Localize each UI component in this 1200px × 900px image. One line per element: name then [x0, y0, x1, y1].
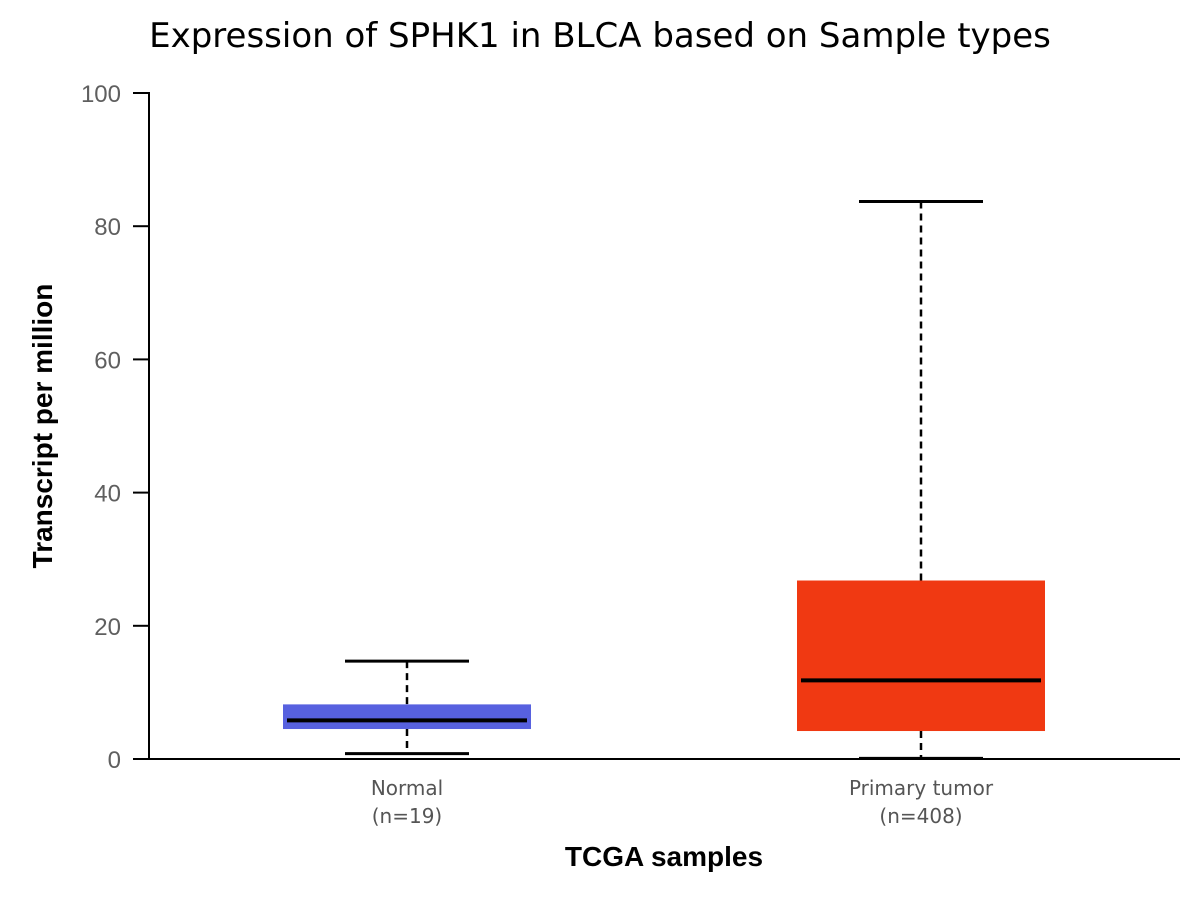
y-tick-label: 60	[94, 347, 121, 374]
boxes	[283, 200, 1045, 760]
x-category-count: (n=408)	[879, 804, 962, 828]
y-tick-label: 0	[108, 747, 121, 774]
y-tick-label: 100	[81, 81, 121, 108]
y-tick-label: 80	[94, 214, 121, 241]
x-category-count: (n=19)	[372, 804, 443, 828]
y-tick-label: 40	[94, 481, 121, 508]
x-axis-label: TCGA samples	[565, 841, 763, 872]
box-iqr	[283, 704, 531, 730]
box-primary-tumor	[797, 200, 1045, 760]
x-category-name: Primary tumor	[849, 776, 994, 800]
x-category-name: Normal	[371, 776, 443, 800]
x-category-labels: Normal (n=19) Primary tumor (n=408)	[371, 776, 994, 828]
chart-title: Expression of SPHK1 in BLCA based on Sam…	[149, 16, 1051, 56]
box-iqr	[797, 580, 1045, 732]
y-axis-label: Transcript per million	[27, 284, 58, 569]
y-ticks: 0 20 40 60 80 100	[81, 81, 149, 774]
y-tick-label: 20	[94, 614, 121, 641]
box-normal	[283, 659, 531, 756]
